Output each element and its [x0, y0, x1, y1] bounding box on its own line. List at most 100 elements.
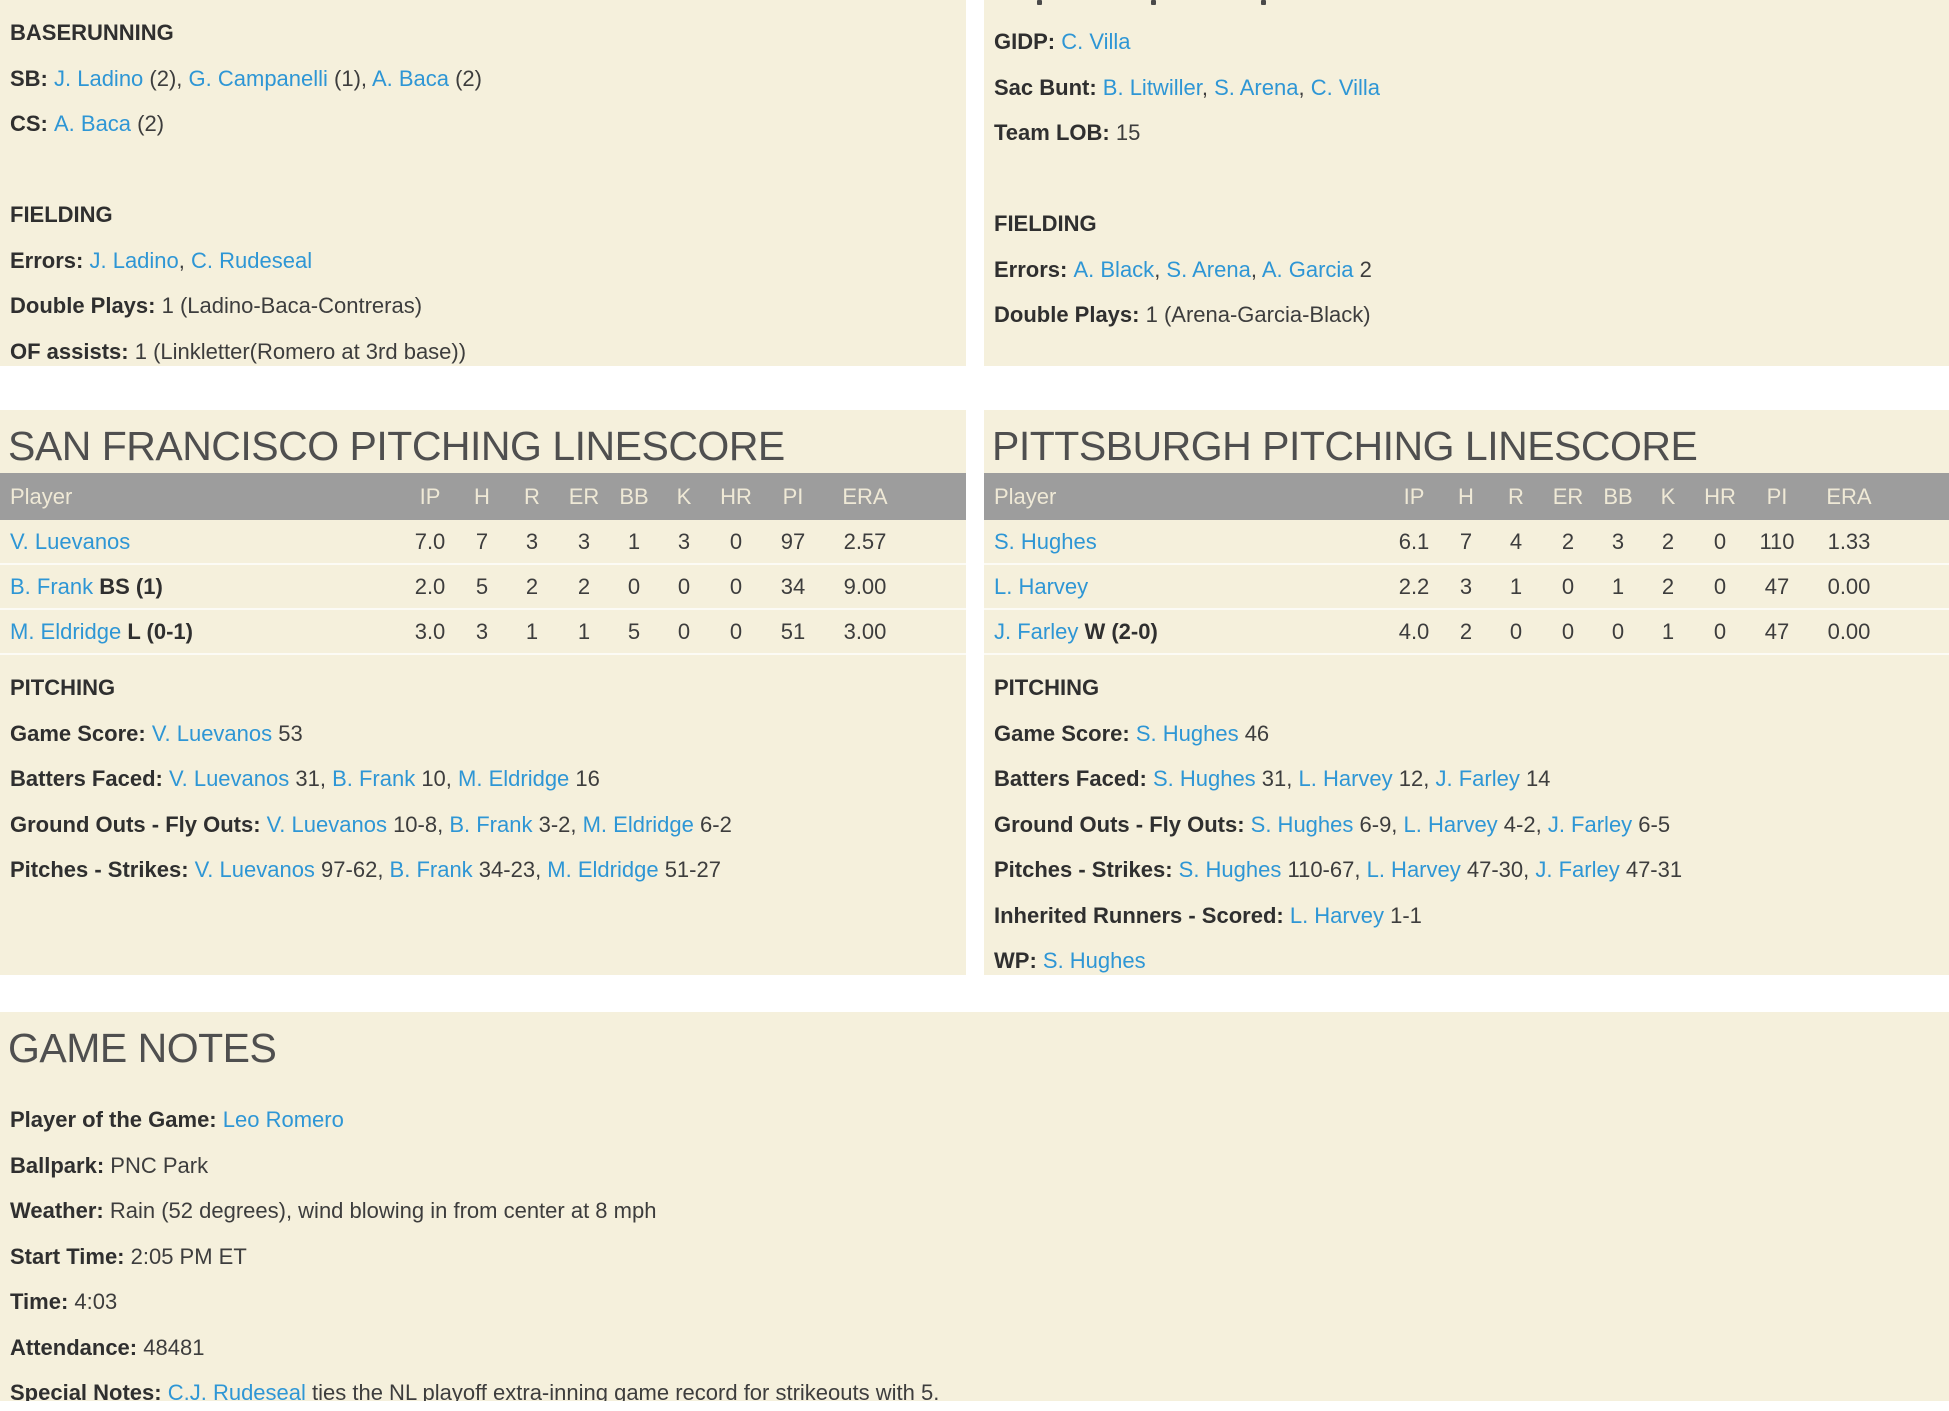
player-link[interactable]: L. Harvey — [994, 573, 1089, 599]
player-link[interactable]: S. Arena — [1166, 256, 1251, 282]
player-link[interactable]: M. Eldridge — [458, 766, 570, 791]
player-link[interactable]: S. Arena — [1214, 74, 1299, 100]
column-header-h: H — [1442, 473, 1490, 520]
away-batting-extras-panel: BASERUNNING SB: J. Ladino (2), G. Campane… — [0, 0, 966, 366]
game-notes-content: Player of the Game: Leo Romero Ballpark: … — [0, 1072, 1949, 1401]
player-link[interactable]: J. Farley — [994, 618, 1079, 644]
stat-cell: 0 — [1594, 610, 1642, 655]
stat-label: Time: — [10, 1289, 75, 1314]
stat-cell: 0 — [1542, 610, 1594, 655]
home-pitching-panel: PITTSBURGH PITCHING LINESCORE Player IP H R… — [984, 410, 1949, 975]
player-link[interactable]: L. Harvey — [1298, 766, 1393, 791]
stat-cell: 0 — [710, 565, 762, 610]
stat-cell: 0 — [610, 565, 658, 610]
column-header-spacer — [906, 473, 966, 520]
column-header-r: R — [1490, 473, 1542, 520]
stat-line: Ballpark: PNC Park — [10, 1143, 1935, 1189]
player-link[interactable]: V. Luevanos — [151, 720, 273, 746]
player-link[interactable]: S. Hughes — [1152, 766, 1256, 791]
stat-line: Special Notes: C.J. Rudeseal ties the NL… — [10, 1370, 1935, 1401]
home-pitching-notes: PITCHING Game Score: S. Hughes 46 Batters … — [984, 655, 1949, 975]
player-link[interactable]: M. Eldridge — [547, 857, 659, 882]
stat-cell: 7 — [1442, 520, 1490, 565]
player-link[interactable]: C. Villa — [1310, 74, 1380, 100]
player-link[interactable]: B. Frank — [449, 811, 533, 837]
stat-cell: 3 — [558, 520, 610, 565]
player-link[interactable]: G. Campanelli — [188, 65, 328, 91]
stat-cell: 2 — [506, 565, 558, 610]
stat-cell: 34 — [762, 565, 824, 610]
player-link[interactable]: J. Farley — [1547, 811, 1633, 837]
stat-cell: 1 — [558, 610, 610, 655]
stat-line: Game Score: S. Hughes 46 — [994, 711, 1935, 757]
stat-value: 3-2, — [532, 811, 583, 837]
player-link[interactable]: S. Hughes — [994, 528, 1097, 554]
player-link[interactable]: V. Luevanos — [10, 528, 131, 554]
stat-value: Rain (52 degrees), wind blowing in from … — [109, 1198, 657, 1223]
player-link[interactable]: A. Garcia — [1261, 256, 1354, 282]
game-notes-panel: GAME NOTES Player of the Game: Leo Romer… — [0, 1012, 1949, 1401]
stat-cell: 0 — [658, 565, 710, 610]
stat-value: 1 (Linkletter(Romero at 3rd base)) — [134, 338, 467, 364]
stat-line: Ground Outs - Fly Outs: V. Luevanos 10-8… — [10, 802, 952, 848]
player-link[interactable]: A. Baca — [371, 65, 449, 91]
player-link[interactable]: J. Farley — [1435, 766, 1520, 791]
stat-cell: 47 — [1746, 610, 1808, 655]
stat-line: Game Score: V. Luevanos 53 — [10, 711, 952, 757]
player-link[interactable]: C.J. Rudeseal — [167, 1380, 306, 1401]
player-link[interactable]: V. Luevanos — [168, 766, 290, 791]
player-link[interactable]: S. Hughes — [1042, 948, 1146, 973]
stat-label: Game Score: — [10, 720, 152, 746]
player-link[interactable]: L. Harvey — [1366, 857, 1461, 882]
decision-suffix: L (0-1) — [121, 618, 193, 644]
player-link[interactable]: M. Eldridge — [10, 618, 122, 644]
player-link[interactable]: S. Hughes — [1135, 720, 1239, 746]
player-link[interactable]: L. Harvey — [1403, 811, 1498, 837]
stat-label: GIDP: — [994, 29, 1062, 54]
stat-cell: 3.00 — [824, 610, 906, 655]
column-header-ip: IP — [402, 473, 458, 520]
section-heading: FIELDING — [994, 211, 1097, 236]
stat-value: 2:05 PM ET — [130, 1243, 247, 1269]
player-link[interactable]: C. Rudeseal — [191, 247, 313, 273]
stat-line: OF assists: 1 (Linkletter(Romero at 3rd … — [10, 329, 952, 367]
player-link[interactable]: J. Farley — [1535, 857, 1620, 882]
column-header-h: H — [458, 473, 506, 520]
home-extras-content: GIDP: C. Villa Sac Bunt: B. Litwiller, S.… — [984, 0, 1949, 338]
player-link[interactable]: B. Frank — [10, 573, 94, 599]
column-header-er: ER — [558, 473, 610, 520]
player-link[interactable]: S. Hughes — [1178, 857, 1282, 882]
stat-cell: 1 — [1642, 610, 1694, 655]
stat-line: Player of the Game: Leo Romero — [10, 1097, 1935, 1143]
player-link[interactable]: A. Baca — [54, 111, 132, 136]
stat-value: 110-67, — [1281, 857, 1367, 882]
stat-value: 1 (Arena-Garcia-Black) — [1145, 302, 1371, 327]
stat-cell: 3 — [458, 610, 506, 655]
stat-value: 31, — [1255, 766, 1299, 791]
player-cell: B. Frank BS (1) — [0, 565, 402, 610]
stat-value: 14 — [1519, 766, 1551, 791]
player-link[interactable]: Leo Romero — [222, 1107, 344, 1132]
player-link[interactable]: J. Ladino — [89, 247, 179, 273]
stat-cell: 97 — [762, 520, 824, 565]
player-link[interactable]: B. Litwiller — [1102, 74, 1202, 100]
player-link[interactable]: B. Frank — [332, 766, 416, 791]
player-link[interactable]: V. Luevanos — [194, 857, 315, 882]
stat-value: 6-9, — [1353, 811, 1404, 837]
player-link[interactable]: B. Frank — [389, 857, 473, 882]
column-header-bb: BB — [610, 473, 658, 520]
pitcher-row: S. Hughes 6.1 7 4 2 3 2 0 110 1.33 — [984, 520, 1949, 565]
player-link[interactable]: V. Luevanos — [266, 811, 387, 837]
stat-label: Player of the Game: — [10, 1107, 223, 1132]
player-link[interactable]: L. Harvey — [1289, 902, 1384, 928]
stat-line: Start Time: 2:05 PM ET — [10, 1234, 1935, 1280]
stat-value: 31, — [289, 766, 333, 791]
player-link[interactable]: J. Ladino — [54, 65, 144, 91]
player-link[interactable]: A. Black — [1073, 256, 1155, 282]
player-link[interactable]: C. Villa — [1061, 29, 1131, 54]
player-link[interactable]: S. Hughes — [1250, 811, 1354, 837]
stat-value: 12, — [1392, 766, 1436, 791]
player-link[interactable]: M. Eldridge — [582, 811, 694, 837]
stat-value: 4-2, — [1497, 811, 1548, 837]
stat-label: Weather: — [10, 1198, 110, 1223]
